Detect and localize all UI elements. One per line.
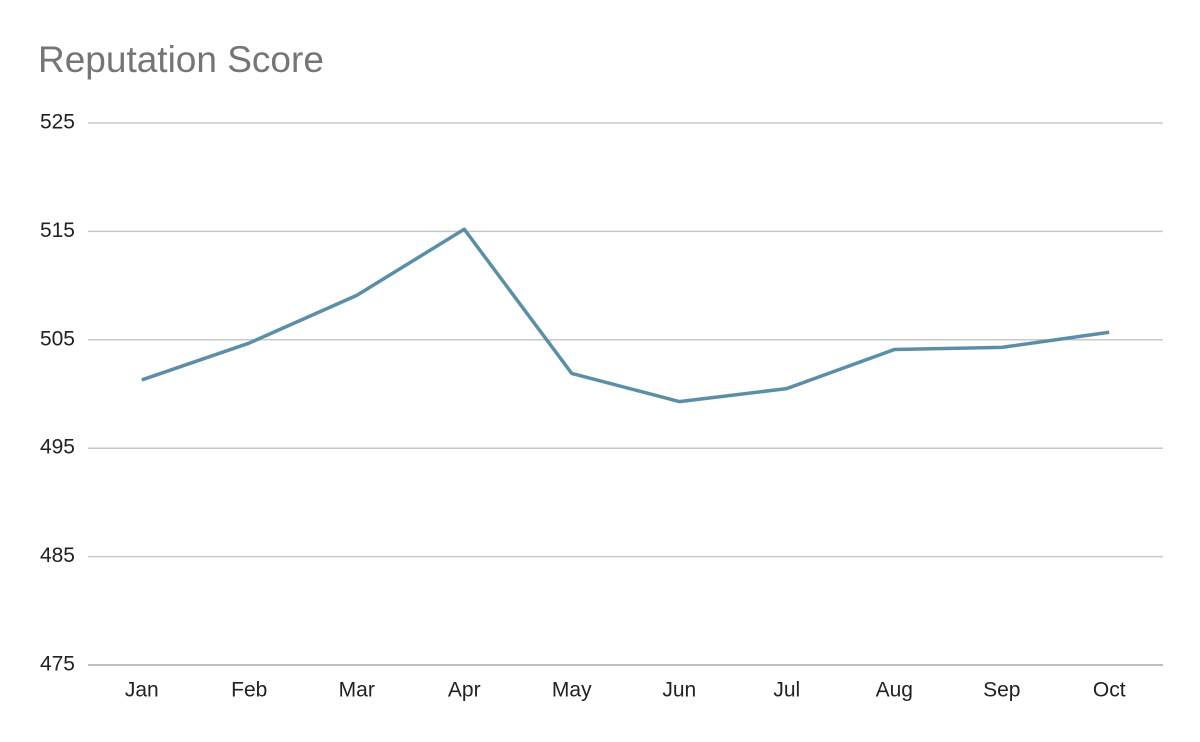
x-tick-label: Jun [662, 679, 696, 702]
x-tick-label: Feb [231, 679, 267, 702]
y-tick-label: 495 [40, 436, 75, 459]
y-tick-label: 525 [40, 111, 75, 134]
y-tick-label: 515 [40, 219, 75, 242]
chart-title: Reputation Score [38, 39, 324, 80]
y-tick-label: 475 [40, 653, 75, 676]
x-tick-label: May [552, 679, 592, 702]
x-tick-label: Apr [448, 679, 481, 702]
y-tick-label: 485 [40, 544, 75, 567]
x-tick-label: Sep [983, 679, 1020, 702]
x-tick-label: Mar [339, 679, 375, 702]
x-tick-label: Jan [125, 679, 159, 702]
y-tick-label: 505 [40, 327, 75, 350]
x-tick-label: Aug [876, 679, 913, 702]
x-tick-label: Jul [773, 679, 800, 702]
x-tick-label: Oct [1093, 679, 1126, 702]
line [141, 227, 1110, 404]
